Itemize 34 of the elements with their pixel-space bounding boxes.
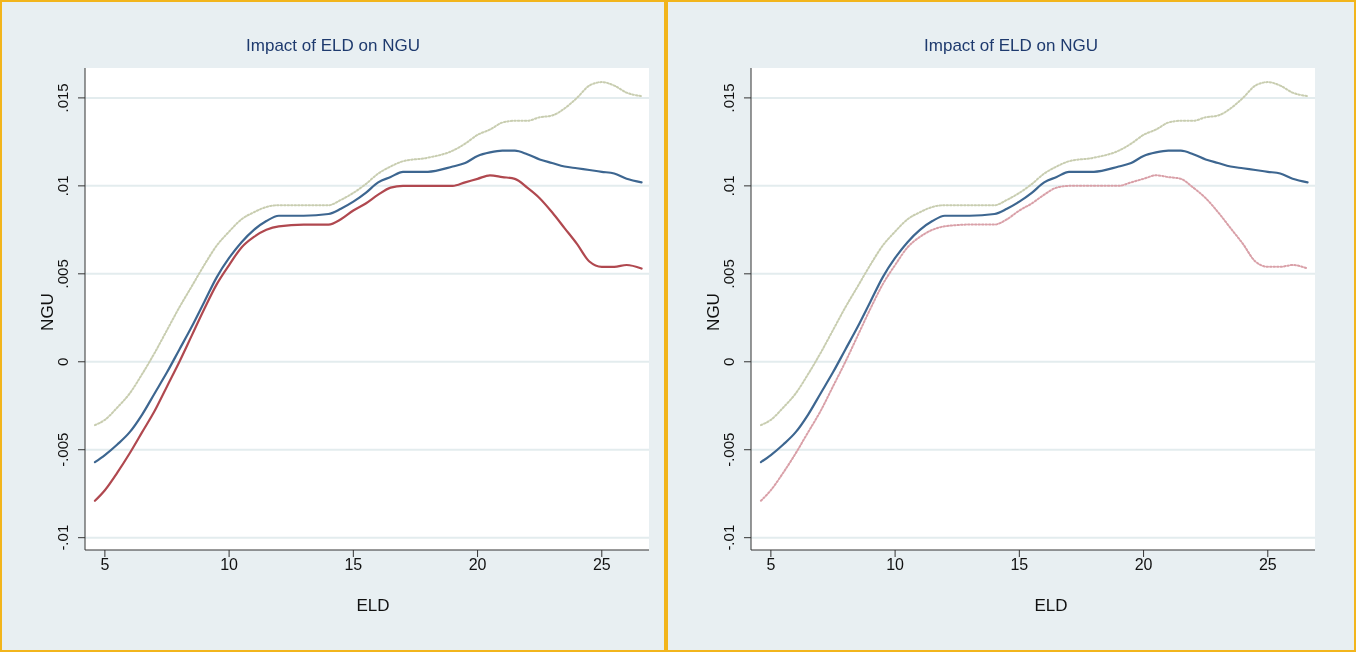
y-tick-label: -.01 bbox=[54, 524, 71, 551]
x-tick-label: 25 bbox=[592, 556, 611, 574]
y-tick-label: .005 bbox=[720, 259, 737, 289]
line-series bbox=[93, 81, 643, 427]
y-tick-label: .005 bbox=[54, 259, 71, 289]
x-tick-label: 15 bbox=[1010, 556, 1029, 574]
chart-title: Impact of ELD on NGU bbox=[245, 36, 421, 56]
x-tick-label: 25 bbox=[1258, 556, 1277, 574]
line-series bbox=[759, 81, 1309, 427]
y-tick-label: -.01 bbox=[720, 524, 737, 551]
x-tick-label: 5 bbox=[100, 556, 110, 574]
chart-title: Impact of ELD on NGU bbox=[923, 36, 1099, 56]
x-tick-label: 20 bbox=[1134, 556, 1153, 574]
x-tick-label: 20 bbox=[468, 556, 487, 574]
y-axis-title: NGU bbox=[704, 293, 724, 331]
y-tick-label: .01 bbox=[54, 175, 71, 197]
y-axis-title: NGU bbox=[38, 293, 58, 331]
line-series bbox=[93, 149, 643, 464]
line-series bbox=[759, 174, 1309, 502]
y-tick-label: 0 bbox=[54, 357, 71, 366]
x-tick-label: 10 bbox=[886, 556, 905, 574]
x-axis-title: ELD bbox=[355, 596, 391, 616]
y-tick-label: -.005 bbox=[720, 432, 737, 467]
x-tick-label: 5 bbox=[766, 556, 776, 574]
y-tick-label: 0 bbox=[720, 357, 737, 366]
y-tick-label: -.005 bbox=[54, 432, 71, 467]
x-tick-label: 10 bbox=[220, 556, 239, 574]
line-series bbox=[759, 149, 1309, 464]
x-axis-title: ELD bbox=[1033, 596, 1069, 616]
y-tick-label: .01 bbox=[720, 175, 737, 197]
y-tick-label: .015 bbox=[54, 83, 71, 113]
line-series bbox=[93, 174, 643, 502]
x-tick-label: 15 bbox=[344, 556, 363, 574]
y-tick-label: .015 bbox=[720, 83, 737, 113]
